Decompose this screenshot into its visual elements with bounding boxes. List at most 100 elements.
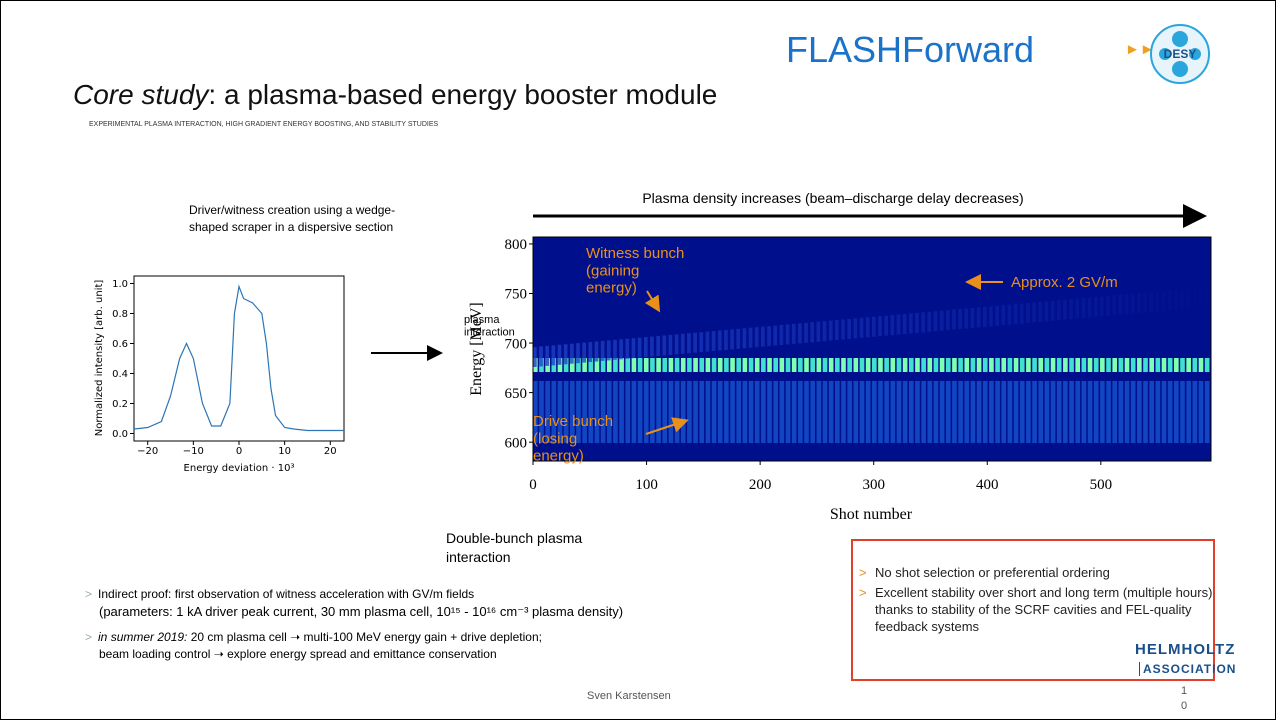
witness-stripe bbox=[1051, 301, 1055, 321]
charts: −20−10010200.00.20.40.60.81.0Energy devi… bbox=[1, 1, 1275, 521]
witness-stripe bbox=[1131, 294, 1135, 314]
witness-stripe bbox=[995, 306, 999, 326]
page-number: 10 bbox=[1181, 684, 1189, 714]
annotation-line: interaction bbox=[464, 327, 515, 339]
drive-stripe bbox=[1131, 381, 1136, 443]
drive-stripe bbox=[632, 381, 637, 443]
center-caption: Double-bunch plasma interaction bbox=[446, 529, 646, 567]
drive-stripe bbox=[1193, 381, 1198, 443]
drive-stripe bbox=[601, 381, 606, 443]
drive-peak bbox=[971, 358, 976, 372]
drive-stripe bbox=[1094, 381, 1099, 443]
witness-stripe bbox=[1001, 305, 1005, 325]
drive-stripe bbox=[681, 381, 686, 443]
drive-stripe bbox=[693, 381, 698, 443]
bullet-text: 20 cm plasma cell ➝ multi-100 MeV energy… bbox=[187, 630, 542, 644]
witness-stripe bbox=[545, 346, 549, 366]
drive-peak bbox=[693, 358, 698, 372]
drive-peak bbox=[995, 358, 1000, 372]
witness-stripe bbox=[588, 342, 592, 362]
x-axis-label: Energy deviation · 10³ bbox=[184, 463, 295, 474]
drive-peak bbox=[681, 358, 686, 372]
annotation-line: (gaining bbox=[586, 262, 639, 279]
witness-stripe bbox=[1075, 299, 1079, 319]
witness-stripe bbox=[539, 346, 543, 366]
drive-stripe bbox=[1075, 381, 1080, 443]
helmholtz: HELMHOLTZ bbox=[1135, 641, 1235, 658]
drive-stripe bbox=[1088, 381, 1093, 443]
drive-peak bbox=[687, 358, 692, 372]
witness-stripe bbox=[619, 339, 623, 359]
drive-stripe bbox=[1106, 381, 1111, 443]
drive-stripe bbox=[890, 381, 895, 443]
bullet-text: Indirect proof: first observation of wit… bbox=[98, 587, 474, 601]
drive-stripe bbox=[669, 381, 674, 443]
drive-peak bbox=[699, 358, 704, 372]
drive-stripe bbox=[921, 381, 926, 443]
drive-peak bbox=[890, 358, 895, 372]
witness-stripe bbox=[1119, 295, 1123, 315]
drive-stripe bbox=[847, 381, 852, 443]
witness-stripe bbox=[897, 315, 901, 335]
drive-peak bbox=[958, 358, 963, 372]
drive-stripe bbox=[712, 381, 717, 443]
witness-stripe bbox=[1100, 296, 1104, 316]
witness-stripe bbox=[533, 347, 537, 367]
drive-peak bbox=[718, 358, 723, 372]
witness-stripe bbox=[1032, 302, 1036, 322]
witness-stripe bbox=[1162, 291, 1166, 311]
y-tick-label: 700 bbox=[505, 336, 528, 352]
y-tick-label: 0.8 bbox=[112, 309, 128, 320]
drive-peak bbox=[1088, 358, 1093, 372]
witness-stripe bbox=[687, 333, 691, 353]
x-tick-label: 300 bbox=[862, 477, 885, 493]
witness-stripe bbox=[558, 345, 562, 365]
drive-peak bbox=[675, 358, 680, 372]
witness-stripe bbox=[551, 345, 555, 365]
drive-stripe bbox=[625, 381, 630, 443]
witness-stripe bbox=[1137, 293, 1141, 313]
drive-peak bbox=[1082, 358, 1087, 372]
drive-peak bbox=[1168, 358, 1173, 372]
drive-stripe bbox=[1186, 381, 1191, 443]
annotation-line: energy) bbox=[533, 448, 584, 465]
witness-stripe bbox=[706, 332, 710, 352]
drive-peak bbox=[1137, 358, 1142, 372]
drive-peak bbox=[736, 358, 741, 372]
drive-stripe bbox=[983, 381, 988, 443]
drive-stripe bbox=[1057, 381, 1062, 443]
drive-stripe bbox=[952, 381, 957, 443]
drive-stripe bbox=[1180, 381, 1185, 443]
drive-peak bbox=[829, 358, 834, 372]
witness-stripe bbox=[613, 340, 617, 360]
drive-stripe bbox=[718, 381, 723, 443]
drive-stripe bbox=[582, 381, 587, 443]
witness-stripe bbox=[909, 313, 913, 333]
witness-stripe bbox=[1143, 293, 1147, 313]
annotation: Approx. 2 GV/m bbox=[1011, 274, 1118, 291]
drive-peak bbox=[1106, 358, 1111, 372]
bullet-marker: > bbox=[859, 564, 875, 581]
drive-stripe bbox=[1149, 381, 1154, 443]
y-tick-label: 0.0 bbox=[112, 429, 128, 440]
drive-peak bbox=[847, 358, 852, 372]
drive-peak bbox=[712, 358, 717, 372]
drive-stripe bbox=[662, 381, 667, 443]
drive-stripe bbox=[1205, 381, 1210, 443]
witness-stripe bbox=[1199, 288, 1203, 308]
drive-stripe bbox=[823, 381, 828, 443]
drive-peak bbox=[804, 358, 809, 372]
bullet: >in summer 2019: 20 cm plasma cell ➝ mul… bbox=[85, 629, 542, 663]
drive-stripe bbox=[884, 381, 889, 443]
x-tick-label: −10 bbox=[183, 446, 204, 457]
witness-stripe bbox=[878, 316, 882, 336]
drive-peak bbox=[927, 358, 932, 372]
witness-stripe bbox=[638, 338, 642, 358]
x-tick-label: −20 bbox=[137, 446, 158, 457]
witness-stripe bbox=[860, 318, 864, 338]
drive-peak bbox=[613, 358, 618, 372]
drive-stripe bbox=[1014, 381, 1019, 443]
witness-stripe bbox=[1082, 298, 1086, 318]
drive-stripe bbox=[1199, 381, 1204, 443]
witness-stripe bbox=[1088, 298, 1092, 318]
